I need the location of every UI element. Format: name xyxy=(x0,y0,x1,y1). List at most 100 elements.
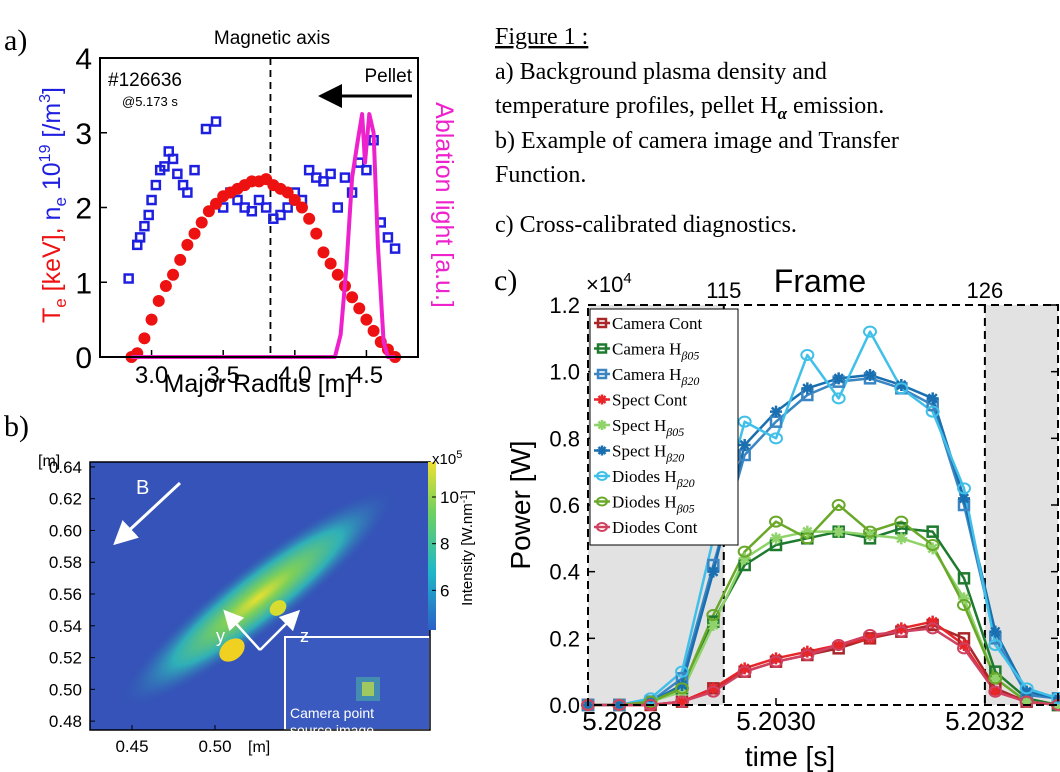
scale-exp: 4 xyxy=(623,270,631,287)
y-tick-label: 1.0 xyxy=(549,360,580,385)
marker xyxy=(145,211,153,219)
y-label-part: 19 xyxy=(37,144,54,162)
legend-name: Camera H xyxy=(612,340,681,359)
marker xyxy=(346,291,358,303)
panel-label: b) xyxy=(4,410,29,443)
legend-name: Diodes H xyxy=(612,467,677,486)
marker xyxy=(152,181,160,189)
axis-label-y: y xyxy=(216,626,225,646)
y-label-part: ] xyxy=(38,87,66,94)
marker xyxy=(174,254,186,266)
legend-sub: β05 xyxy=(665,425,684,439)
y-tick-label: 0.48 xyxy=(49,712,82,731)
x-unit: [m] xyxy=(248,739,270,756)
y-label-part: T xyxy=(38,308,66,323)
marker xyxy=(284,204,292,212)
pellet-label: Pellet xyxy=(364,66,412,87)
y-label-part: [keV], xyxy=(38,220,66,298)
marker xyxy=(125,275,133,283)
marker xyxy=(181,239,193,251)
legend-name: Spect H xyxy=(612,416,666,435)
marker xyxy=(384,233,392,241)
time-label: @5.173 s xyxy=(122,94,178,109)
legend-marker xyxy=(597,420,607,430)
y-scale: ×104 xyxy=(586,270,632,297)
x-tick-label: 3.5 xyxy=(207,362,240,389)
marker xyxy=(212,118,220,126)
marker xyxy=(173,170,181,178)
shot-label: #126636 xyxy=(108,70,182,91)
marker xyxy=(391,245,399,253)
caption-line: b) Example of camera image and Transfer xyxy=(495,128,899,154)
colorbar-tick-label: 8 xyxy=(440,535,449,554)
colorbar xyxy=(428,462,436,630)
marker xyxy=(160,280,172,292)
marker xyxy=(327,170,335,178)
colorbar-scale: x105 xyxy=(432,449,462,468)
y-tick-label: 0.2 xyxy=(549,626,580,651)
y2-axis-label: Ablation light [a.u.] xyxy=(430,102,458,308)
marker xyxy=(310,228,322,240)
y-tick-label: 0.6 xyxy=(549,493,580,518)
y-tick-label: 0.52 xyxy=(49,649,82,668)
legend-name: Diodes Cont xyxy=(612,518,698,537)
y-label-part: e xyxy=(51,197,70,206)
legend-marker xyxy=(597,395,607,405)
legend-label: Diodes Cont xyxy=(612,518,698,537)
marker xyxy=(360,314,372,326)
legend-name: Camera Cont xyxy=(612,314,702,333)
x-axis-label: time [s] xyxy=(745,741,835,772)
marker xyxy=(296,202,308,214)
caption-text: emission. xyxy=(787,93,884,119)
marker xyxy=(191,166,199,174)
x-tick-label: 4.0 xyxy=(278,362,311,389)
legend-name: Spect Cont xyxy=(612,391,687,410)
scale-exp: 5 xyxy=(456,449,462,461)
marker xyxy=(341,174,349,182)
marker xyxy=(189,228,201,240)
marker xyxy=(317,246,329,258)
marker xyxy=(138,332,150,344)
panel-label: a) xyxy=(4,24,27,57)
inset-label: source image xyxy=(290,722,374,738)
field-label: B xyxy=(136,477,149,499)
camera-image xyxy=(90,462,436,733)
marker xyxy=(183,189,191,197)
marker xyxy=(169,155,177,163)
marker xyxy=(303,213,315,225)
marker xyxy=(140,222,148,230)
legend-sub: β20 xyxy=(676,476,695,490)
legend-name: Spect H xyxy=(612,442,666,461)
clabel-part: Intensity [W.nm xyxy=(459,503,476,606)
caption-line: c) Cross-calibrated diagnostics. xyxy=(495,212,797,238)
y-tick-label: 0.64 xyxy=(49,458,82,477)
scale-base: x10 xyxy=(432,451,456,468)
chart-title: Frame xyxy=(774,263,866,299)
scale-base: ×10 xyxy=(586,272,623,297)
legend-sub: β20 xyxy=(665,451,684,465)
caption-line: a) Background plasma density and xyxy=(495,59,827,85)
marker xyxy=(167,269,179,281)
y-tick-label: 2 xyxy=(75,193,92,226)
y-tick-label: 4 xyxy=(75,43,92,76)
inset-halo xyxy=(356,677,380,701)
y-tick-label: 1 xyxy=(75,267,92,300)
y-label-part: e xyxy=(51,298,70,307)
marker xyxy=(136,233,144,241)
caption-title: Figure 1 : xyxy=(495,24,588,50)
y-tick-label: 0.56 xyxy=(49,585,82,604)
legend-sub: β05 xyxy=(676,502,695,516)
x-axis-label: Major Radius [m] xyxy=(164,370,353,398)
y-tick-label: 0.54 xyxy=(49,617,82,636)
y-axis-label: Te [keV], ne 1019 [/m3] xyxy=(37,87,70,323)
y-label-part: [/m xyxy=(38,103,66,145)
series-line xyxy=(132,114,396,357)
marker xyxy=(153,295,165,307)
marker xyxy=(148,196,156,204)
colorbar-label: Intensity [W.nm-1] xyxy=(459,490,476,606)
marker xyxy=(146,314,158,326)
caption-line: temperature profiles, pellet Hα emission… xyxy=(495,93,884,123)
legend-label: Camera Cont xyxy=(612,314,702,333)
x-tick-label: 4.5 xyxy=(350,362,383,389)
frame-label: 115 xyxy=(706,278,741,303)
